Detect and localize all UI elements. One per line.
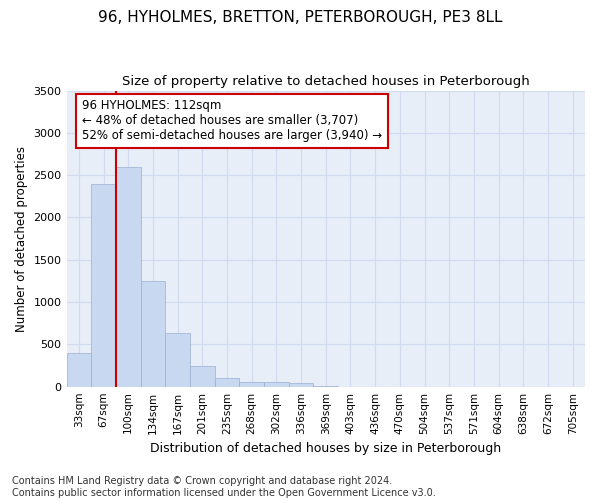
- Bar: [264, 382, 289, 386]
- Text: Contains HM Land Registry data © Crown copyright and database right 2024.
Contai: Contains HM Land Registry data © Crown c…: [12, 476, 436, 498]
- Y-axis label: Number of detached properties: Number of detached properties: [15, 146, 28, 332]
- Bar: [289, 384, 313, 386]
- Bar: [140, 281, 165, 386]
- Bar: [165, 332, 190, 386]
- Bar: [91, 184, 116, 386]
- Text: 96, HYHOLMES, BRETTON, PETERBOROUGH, PE3 8LL: 96, HYHOLMES, BRETTON, PETERBOROUGH, PE3…: [98, 10, 502, 25]
- Text: 96 HYHOLMES: 112sqm
← 48% of detached houses are smaller (3,707)
52% of semi-det: 96 HYHOLMES: 112sqm ← 48% of detached ho…: [82, 100, 382, 142]
- Bar: [116, 166, 140, 386]
- Bar: [239, 382, 264, 386]
- Bar: [67, 353, 91, 386]
- Bar: [190, 366, 215, 386]
- Bar: [215, 378, 239, 386]
- X-axis label: Distribution of detached houses by size in Peterborough: Distribution of detached houses by size …: [150, 442, 502, 455]
- Title: Size of property relative to detached houses in Peterborough: Size of property relative to detached ho…: [122, 75, 530, 88]
